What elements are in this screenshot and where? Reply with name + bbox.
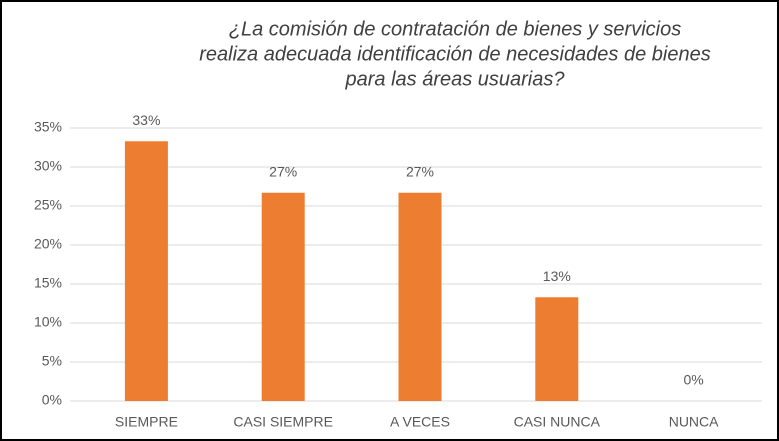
data-label: 27% (406, 163, 434, 179)
data-label: 33% (132, 112, 160, 128)
chart-title: para las áreas usuarias? (344, 68, 565, 90)
y-tick-label: 35% (34, 119, 62, 135)
bar (124, 141, 168, 401)
y-tick-label: 10% (34, 314, 62, 330)
bar (398, 192, 442, 401)
x-tick-label: CASI SIEMPRE (233, 414, 333, 430)
y-tick-label: 0% (42, 392, 62, 408)
chart-title: ¿La comisión de contratación de bienes y… (229, 18, 681, 40)
x-tick-label: A VECES (390, 414, 450, 430)
x-tick-label: NUNCA (669, 414, 719, 430)
x-tick-label: SIEMPRE (115, 414, 178, 430)
chart-title: realiza adecuada identificación de neces… (199, 43, 710, 65)
bar (535, 297, 579, 401)
y-tick-label: 20% (34, 236, 62, 252)
y-tick-label: 30% (34, 158, 62, 174)
y-tick-label: 25% (34, 197, 62, 213)
y-tick-label: 5% (42, 353, 62, 369)
data-label: 13% (543, 268, 571, 284)
x-tick-label: CASI NUNCA (514, 414, 601, 430)
y-tick-label: 15% (34, 275, 62, 291)
data-label: 0% (683, 372, 703, 388)
data-label: 27% (269, 163, 297, 179)
bar (261, 192, 305, 401)
